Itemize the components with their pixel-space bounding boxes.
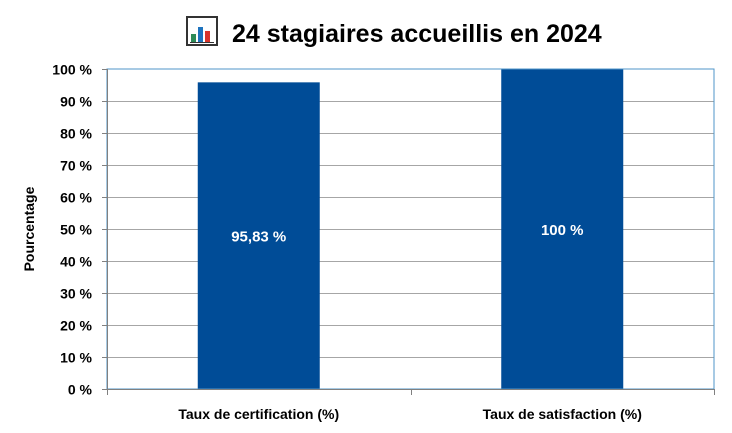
data-labels: 95,83 % 100 % [231, 222, 583, 246]
bar-series [197, 69, 624, 390]
y-tick-label: 30 % [60, 286, 92, 302]
y-tick-label: 20 % [60, 318, 92, 334]
chart-title-group: 24 stagiaires accueillis en 2024 [186, 16, 602, 48]
chart-title: 24 stagiaires accueillis en 2024 [232, 20, 602, 48]
x-tick-label: Taux de certification (%) [178, 406, 339, 422]
y-axis-title: Pourcentage [21, 186, 37, 271]
y-tick-label: 80 % [60, 126, 92, 142]
y-tick-label: 10 % [60, 350, 92, 366]
y-tick-label: 40 % [60, 254, 92, 270]
y-tick-label: 0 % [68, 382, 93, 398]
data-label-2: 100 % [541, 222, 584, 239]
x-axis: Taux de certification (%) Taux de satisfa… [107, 389, 715, 422]
data-label-1: 95,83 % [231, 229, 286, 246]
bar-1 [197, 82, 320, 390]
y-tick-label: 100 % [52, 62, 92, 78]
y-axis: 0 % 10 % 20 % 30 % 40 % 50 % 60 % 70 % 80 % 90 % 1… [52, 62, 108, 398]
bar-2 [501, 69, 624, 389]
y-tick-label: 70 % [60, 158, 92, 174]
y-tick-label: 60 % [60, 190, 92, 206]
y-tick-label: 50 % [60, 222, 92, 238]
x-tick-label: Taux de satisfaction (%) [483, 406, 642, 422]
bar-chart-icon [186, 16, 218, 46]
y-tick-label: 90 % [60, 94, 92, 110]
